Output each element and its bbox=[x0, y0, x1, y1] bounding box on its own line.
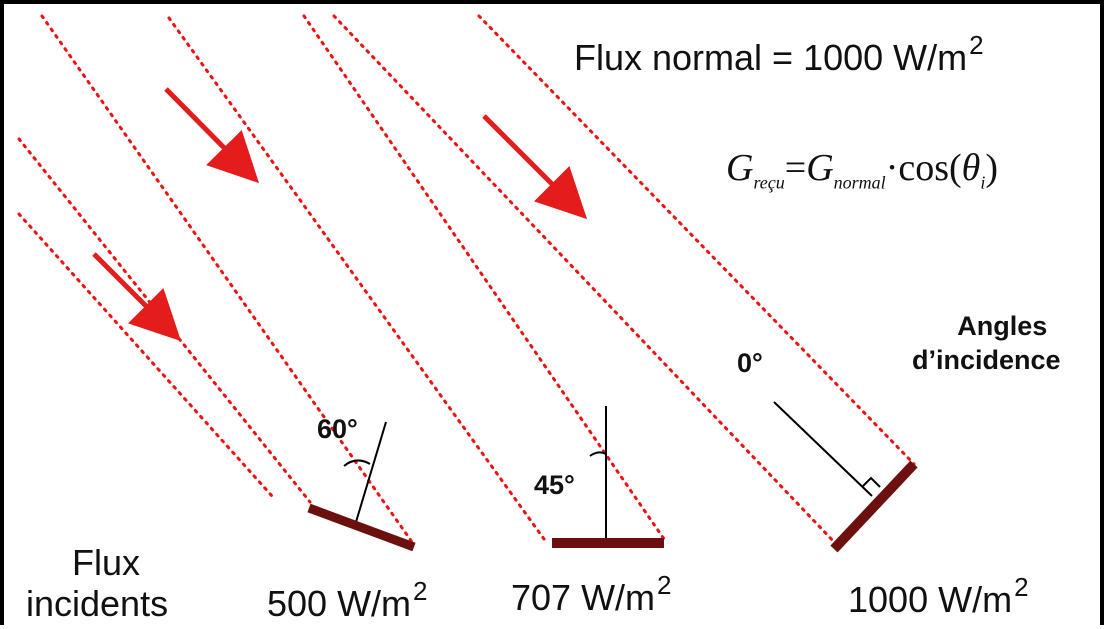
formula-sub-i: i bbox=[980, 172, 986, 193]
formula-g-recu: G bbox=[726, 147, 754, 189]
panel-60-angle-arc bbox=[343, 459, 371, 467]
flux-incidents-line2: incidents bbox=[26, 583, 169, 625]
flux-value-45-exponent: 2 bbox=[657, 570, 672, 600]
formula-cos: cos bbox=[898, 147, 949, 189]
panel-0-plate bbox=[830, 460, 918, 553]
panel-45 bbox=[552, 406, 664, 548]
arrow-2 bbox=[92, 252, 182, 342]
flux-value-0-text: 1000 W/m bbox=[848, 579, 1013, 620]
panel-0 bbox=[773, 401, 918, 553]
flux-normal-label: Flux normal = bbox=[574, 37, 794, 78]
formula-equals: = bbox=[784, 147, 807, 189]
ray-6 bbox=[332, 14, 838, 546]
panel-60-normal bbox=[355, 421, 387, 523]
direction-arrows bbox=[92, 87, 588, 342]
angle-label-60: 60° bbox=[317, 414, 358, 444]
angles-title: Angles d’incidence bbox=[912, 310, 1061, 378]
diagram-canvas bbox=[17, 14, 918, 553]
flux-value-60-text: 500 W/m bbox=[267, 583, 412, 624]
panel-60-plate bbox=[307, 503, 416, 552]
flux-value-60-exponent: 2 bbox=[413, 576, 428, 606]
formula-dot: · bbox=[885, 147, 899, 189]
formula-sub-recu: reçu bbox=[753, 172, 785, 193]
ray-5 bbox=[302, 14, 666, 541]
ray-3 bbox=[17, 212, 274, 498]
ray-7 bbox=[477, 14, 916, 466]
formula-g-normal: G bbox=[806, 147, 834, 189]
angles-title-line2: d’incidence bbox=[912, 344, 1061, 375]
arrow-3 bbox=[482, 114, 588, 220]
flux-incidents-label: Flux incidents bbox=[26, 542, 168, 625]
formula: Greçu=Gnormal·cos(θi) bbox=[726, 149, 998, 192]
incident-rays bbox=[17, 14, 916, 546]
ray-2 bbox=[17, 137, 312, 504]
angle-label-45: 45° bbox=[534, 470, 575, 500]
flux-normal-title: Flux normal = 1000 W/m2 bbox=[574, 32, 984, 78]
panel-45-angle-arc bbox=[589, 451, 607, 457]
flux-value-60: 500 W/m2 bbox=[267, 578, 428, 624]
flux-incidents-line1: Flux bbox=[72, 542, 141, 583]
panel-0-right-angle-mark bbox=[861, 476, 881, 488]
flux-normal-exponent: 2 bbox=[969, 30, 984, 60]
flux-value-0-exponent: 2 bbox=[1014, 572, 1029, 602]
flux-value-45-text: 707 W/m bbox=[511, 577, 656, 618]
arrow-1 bbox=[164, 87, 260, 184]
formula-theta: θ bbox=[961, 147, 981, 189]
formula-sub-normal: normal bbox=[833, 172, 886, 193]
ray-4 bbox=[167, 16, 546, 541]
ray-1 bbox=[40, 14, 414, 544]
formula-close-paren: ) bbox=[985, 147, 998, 189]
angle-label-0: 0° bbox=[737, 348, 763, 378]
panel-60 bbox=[307, 421, 416, 552]
flux-value-0: 1000 W/m2 bbox=[848, 574, 1029, 620]
panel-0-normal bbox=[773, 401, 873, 497]
flux-value-45: 707 W/m2 bbox=[511, 572, 672, 618]
formula-open-paren: ( bbox=[949, 147, 962, 189]
angles-title-line1: Angles bbox=[957, 311, 1048, 341]
flux-normal-value: 1000 W/m bbox=[803, 37, 968, 78]
